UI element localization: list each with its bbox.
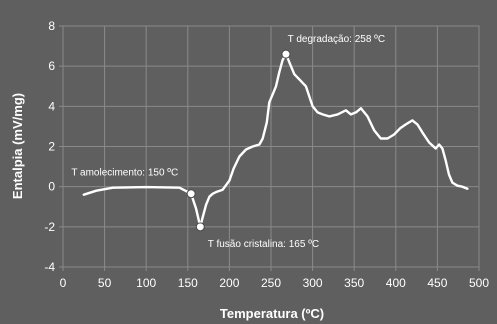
y-tick-label: 6 <box>48 59 55 73</box>
y-tick-label: -2 <box>44 220 55 234</box>
x-axis-label: Temperatura (ºC) <box>220 306 324 321</box>
x-tick-label: 500 <box>469 276 489 290</box>
y-tick-label: 2 <box>48 140 55 154</box>
x-tick-label: 400 <box>386 276 406 290</box>
markers-group <box>186 49 291 232</box>
x-tick-label: 450 <box>427 276 447 290</box>
x-tick-label: 200 <box>219 276 239 290</box>
x-tick-label: 150 <box>178 276 198 290</box>
x-tick-label: 50 <box>98 276 112 290</box>
y-axis-label: Entalpia (mV/mg) <box>10 93 25 199</box>
y-tick-label: 4 <box>48 99 55 113</box>
tick-labels: 0 50 100 150 200 250 300 350 400 450 500 -4 -2 0 2 4 6 8 <box>44 19 489 290</box>
grid <box>59 25 480 271</box>
x-tick-label: 300 <box>303 276 323 290</box>
x-tick-label: 0 <box>60 276 67 290</box>
y-tick-label: -4 <box>44 260 55 274</box>
annotation-label: T amolecimento: 150 ºC <box>71 168 178 179</box>
annotations-group: T amolecimento: 150 ºC T fusão cristalina… <box>71 34 385 250</box>
y-tick-label: 0 <box>48 180 55 194</box>
series-group <box>82 52 469 228</box>
x-tick-label: 250 <box>261 276 281 290</box>
marker-point <box>195 222 205 232</box>
x-tick-label: 350 <box>344 276 364 290</box>
series-line <box>82 52 469 228</box>
annotation-label: T degradação: 258 ºC <box>288 34 385 45</box>
marker-point <box>281 49 291 59</box>
y-tick-label: 8 <box>48 19 55 33</box>
x-tick-label: 100 <box>136 276 156 290</box>
annotation-label: T fusão cristalina: 165 ºC <box>208 239 319 250</box>
marker-point <box>186 189 196 199</box>
